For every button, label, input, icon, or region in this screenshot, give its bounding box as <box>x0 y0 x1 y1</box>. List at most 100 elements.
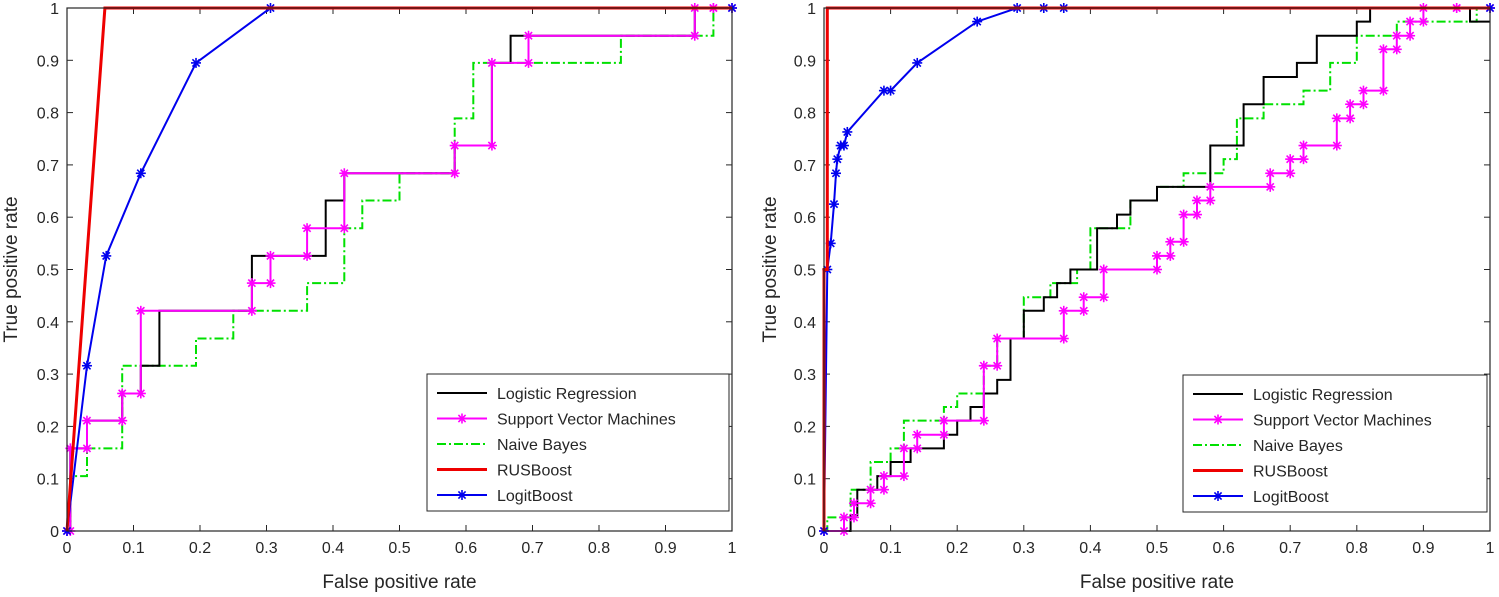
point-marker-svm <box>1405 30 1416 41</box>
point-marker-svm <box>912 443 923 454</box>
point-marker-svm <box>265 278 276 289</box>
y-tick-label: 0.5 <box>37 263 59 280</box>
point-marker-svm <box>1378 85 1389 96</box>
point-marker-svm <box>898 443 909 454</box>
legend-marker-svm <box>457 413 467 424</box>
y-tick-label: 0.1 <box>37 472 59 489</box>
point-marker-svm <box>938 415 949 426</box>
point-marker-svm <box>339 223 350 234</box>
legend-entry-nb: Naive Bayes <box>1193 438 1343 455</box>
point-marker-logit <box>101 250 112 261</box>
x-axis-label: False positive rate <box>322 572 476 593</box>
legend-label-nb: Naive Bayes <box>497 437 587 454</box>
legend-entry-logit: LogitBoost <box>1193 489 1329 506</box>
legend-label-rus: RUSBoost <box>1253 464 1328 481</box>
point-marker-svm <box>1205 195 1216 206</box>
point-marker-svm <box>135 305 146 316</box>
point-marker-svm <box>339 168 350 179</box>
legend-entry-logit: LogitBoost <box>437 488 573 505</box>
point-marker-svm <box>978 360 989 371</box>
y-tick-label: 0 <box>807 524 816 541</box>
y-tick-label: 0.7 <box>37 158 59 175</box>
point-marker-svm <box>838 512 849 523</box>
point-marker-svm <box>992 360 1003 371</box>
point-marker-logit <box>885 85 896 96</box>
point-marker-svm <box>1331 113 1342 124</box>
point-marker-svm <box>117 415 128 426</box>
point-marker-svm <box>1205 181 1216 192</box>
y-tick-label: 0.6 <box>794 210 816 227</box>
point-marker-svm <box>865 498 876 509</box>
legend-label-nb: Naive Bayes <box>1253 438 1343 455</box>
y-tick-label: 0.9 <box>37 53 59 70</box>
point-marker-svm <box>1098 264 1109 275</box>
point-marker-svm <box>81 443 92 454</box>
point-marker-logit <box>191 57 202 68</box>
point-marker-svm <box>1265 168 1276 179</box>
y-tick-label: 0.2 <box>37 419 59 436</box>
point-marker-svm <box>1178 236 1189 247</box>
legend-entry-svm: Support Vector Machines <box>1193 413 1432 430</box>
point-marker-svm <box>1298 154 1309 165</box>
point-marker-logit <box>135 168 146 179</box>
point-marker-logit <box>81 360 92 371</box>
legend-marker-svm <box>1213 414 1223 425</box>
x-axis-label: False positive rate <box>1080 572 1234 593</box>
x-tick-label: 0 <box>820 540 829 557</box>
point-marker-svm <box>1345 99 1356 110</box>
legend-entry-nb: Naive Bayes <box>437 437 587 454</box>
point-marker-svm <box>1165 250 1176 261</box>
point-marker-svm <box>1265 181 1276 192</box>
legend-label-svm: Support Vector Machines <box>1253 413 1432 430</box>
point-marker-logit <box>830 168 841 179</box>
point-marker-svm <box>938 429 949 440</box>
x-tick-label: 0.7 <box>1279 540 1301 557</box>
legend-entry-svm: Support Vector Machines <box>437 412 676 429</box>
y-tick-label: 0.3 <box>37 367 59 384</box>
series-line-nb <box>67 7 732 532</box>
x-tick-label: 0.4 <box>1079 540 1101 557</box>
point-marker-logit <box>842 126 853 137</box>
point-marker-svm <box>1165 236 1176 247</box>
y-tick-label: 0 <box>50 524 59 541</box>
point-marker-svm <box>1391 44 1402 55</box>
point-marker-svm <box>246 278 257 289</box>
y-tick-label: 0.1 <box>794 472 816 489</box>
point-marker-svm <box>486 57 497 68</box>
point-marker-svm <box>302 250 313 261</box>
y-axis-label: True positive rate <box>1 196 22 342</box>
point-marker-logit <box>972 16 983 27</box>
x-tick-label: 0.6 <box>1212 540 1234 557</box>
point-marker-svm <box>912 429 923 440</box>
point-marker-svm <box>1418 16 1429 27</box>
point-marker-svm <box>1152 264 1162 275</box>
legend-label-logistic: Logistic Regression <box>497 386 637 403</box>
point-marker-svm <box>523 57 534 68</box>
point-marker-svm <box>1191 195 1202 206</box>
legend-marker-logit <box>1213 491 1223 501</box>
x-tick-label: 0.1 <box>122 540 144 557</box>
x-tick-label: 0.6 <box>455 540 477 557</box>
point-marker-logit <box>828 199 839 210</box>
point-marker-svm <box>1178 209 1189 220</box>
point-marker-svm <box>523 30 534 41</box>
point-marker-svm <box>1405 16 1416 27</box>
point-marker-svm <box>1378 44 1389 55</box>
legend-box <box>426 373 730 512</box>
point-marker-logit <box>912 57 923 68</box>
legend-label-logit: LogitBoost <box>497 488 573 505</box>
point-marker-svm <box>1331 140 1342 151</box>
point-marker-logit <box>832 154 843 165</box>
y-tick-label: 0.6 <box>37 210 59 227</box>
point-marker-svm <box>1078 305 1089 316</box>
point-marker-svm <box>246 305 257 316</box>
x-tick-label: 0.7 <box>521 540 543 557</box>
y-tick-label: 0.5 <box>794 263 816 280</box>
point-marker-svm <box>302 223 313 234</box>
x-tick-label: 0.2 <box>946 540 968 557</box>
legend-entry-rus: RUSBoost <box>1193 464 1328 481</box>
point-marker-svm <box>878 471 889 482</box>
x-tick-label: 0.3 <box>1013 540 1035 557</box>
y-tick-label: 0.2 <box>794 419 816 436</box>
